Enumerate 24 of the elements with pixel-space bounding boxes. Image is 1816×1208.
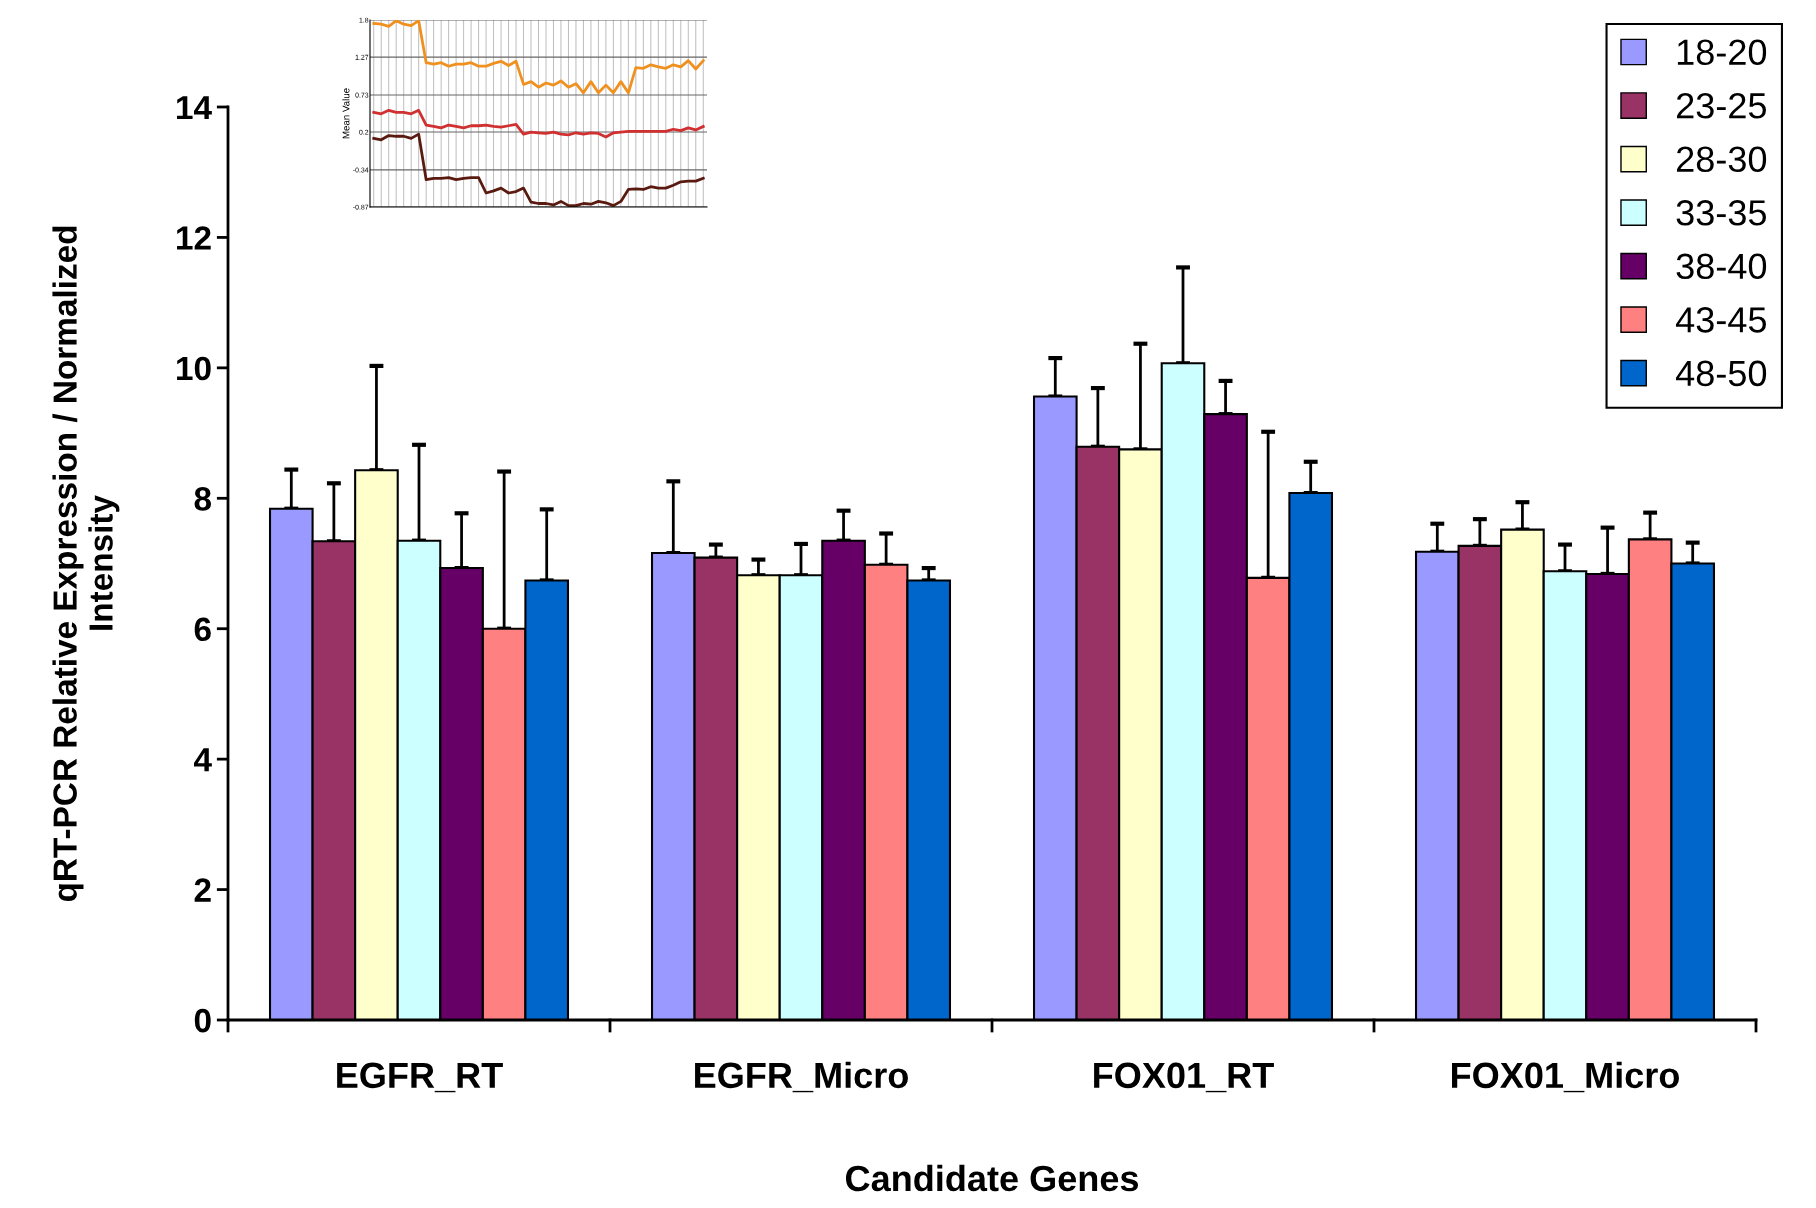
legend-label: 48-50 xyxy=(1675,360,1767,387)
y-tick-label: 4 xyxy=(194,748,212,772)
legend-label: 43-45 xyxy=(1675,307,1766,333)
y-axis-title: qRT-PCR Relative Expression / Normalized Intensity xyxy=(52,226,120,902)
legend-label: 23-25 xyxy=(1676,92,1766,119)
y-tick-label: 6 xyxy=(194,617,211,642)
legend-label: 18-20 xyxy=(1677,39,1767,66)
line-series xyxy=(372,20,705,95)
y-tick-label: 2 xyxy=(194,878,211,902)
y-tick-label: 0 xyxy=(194,1008,211,1033)
x-axis-title: Candidate Genes xyxy=(846,1164,1139,1192)
y-tick-label: 12 xyxy=(177,226,211,250)
y-tick-label: 8 xyxy=(194,487,212,511)
y-tick-label: 14 xyxy=(177,96,212,120)
legend-label: 33-35 xyxy=(1676,200,1766,226)
x-tick-label: EGFR_Micro xyxy=(695,1061,908,1093)
legend-label: 38-40 xyxy=(1676,253,1767,280)
y-tick-label: 10 xyxy=(177,356,211,381)
legend-label: 28-30 xyxy=(1676,146,1767,173)
x-tick-label: FOX01_Micro xyxy=(1452,1061,1679,1093)
line-series xyxy=(372,108,705,139)
x-tick-label: FOX01_RT xyxy=(1094,1062,1274,1093)
x-tick-label: EGFR_RT xyxy=(337,1062,503,1093)
y-axis-title: Mean Value xyxy=(342,88,350,139)
